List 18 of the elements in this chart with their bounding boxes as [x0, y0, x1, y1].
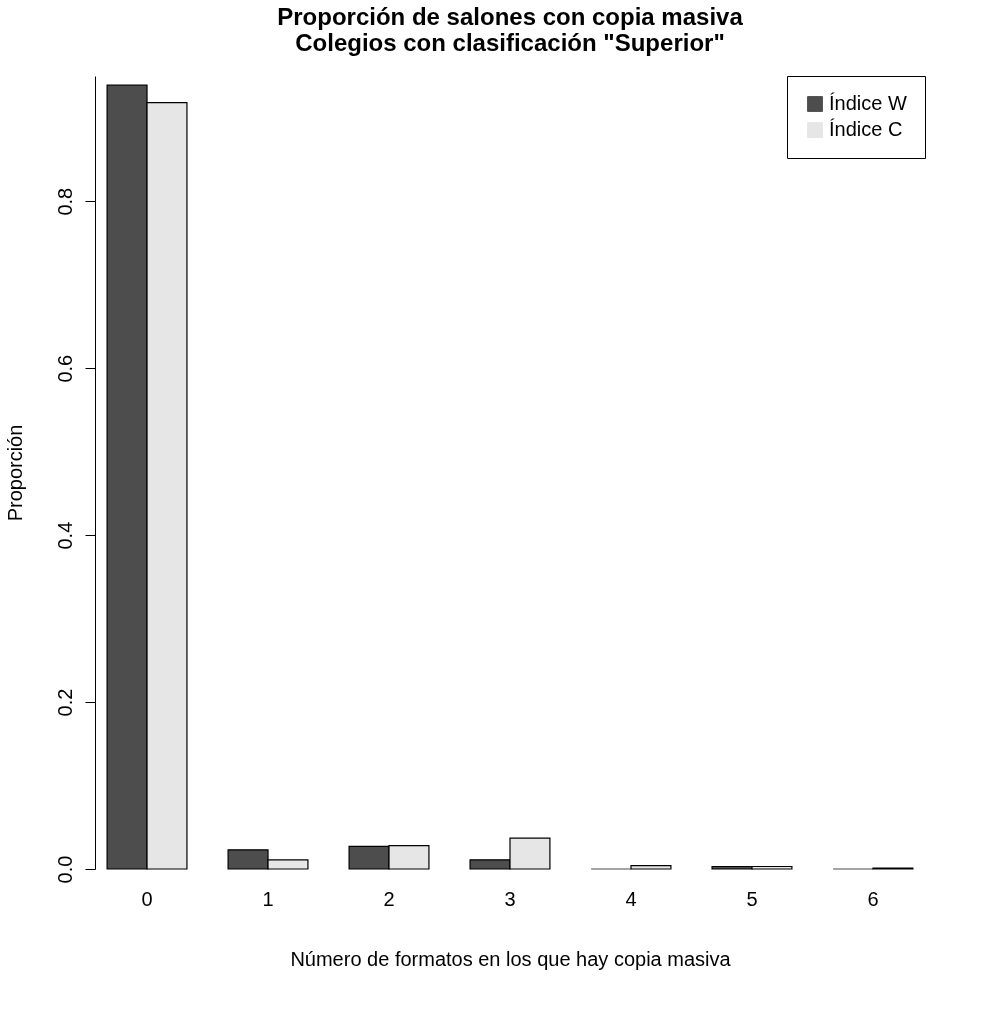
y-axis-title: Proporción: [3, 424, 26, 522]
chart-title: Proporción de salones con copia masiva Colegios con clasificación "Superior": [277, 2, 744, 56]
x-tick-label: 4: [625, 887, 637, 910]
y-tick-label: 0.2: [53, 688, 76, 717]
y-tick-label: 0.6: [53, 354, 76, 383]
y-tick-label: 0.8: [53, 187, 76, 216]
x-axis-title: Número de formatos en los que hay copia masiva: [290, 947, 732, 970]
y-tick-label: 0.4: [53, 521, 76, 550]
x-tick-label: 1: [262, 887, 274, 910]
y-tick-label: 0.0: [53, 855, 76, 884]
x-tick-label: 0: [141, 887, 153, 910]
x-tick-label: 3: [504, 887, 516, 910]
x-tick-label: 5: [746, 887, 758, 910]
legend-label: Índice W: [829, 92, 907, 114]
x-tick-label: 2: [383, 887, 395, 910]
x-tick-label: 6: [867, 887, 879, 910]
legend-label: Índice C: [829, 118, 903, 140]
bar: [630, 865, 672, 870]
